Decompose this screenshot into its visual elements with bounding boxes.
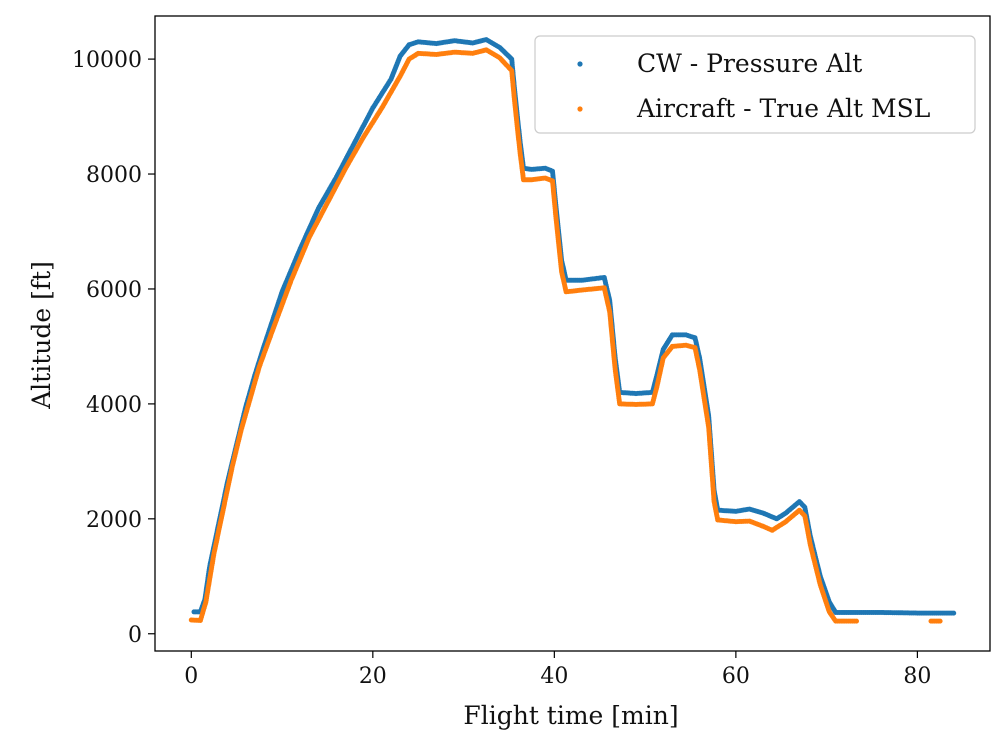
x-tick-label: 20 [359, 664, 387, 689]
legend-marker-cw [577, 61, 583, 67]
data-point [854, 618, 859, 624]
y-tick-label: 0 [128, 623, 142, 648]
y-tick-label: 10000 [72, 48, 142, 73]
y-tick-label: 2000 [86, 508, 142, 533]
data-point [937, 618, 943, 624]
x-axis-label: Flight time [min] [463, 701, 678, 730]
data-point [951, 610, 957, 616]
series-aircraft-true-alt-msl [188, 47, 943, 624]
y-tick-label: 4000 [86, 393, 142, 418]
legend: CW - Pressure Alt Aircraft - True Alt MS… [534, 35, 976, 134]
y-tick-label: 8000 [86, 163, 142, 188]
x-tick-label: 60 [722, 664, 750, 689]
legend-label-cw: CW - Pressure Alt [637, 49, 862, 78]
legend-box [534, 35, 976, 134]
y-axis-label: Altitude [ft] [27, 261, 56, 410]
legend-marker-aircraft [577, 106, 583, 112]
y-tick-label: 6000 [86, 278, 142, 303]
plot-frame [154, 15, 991, 652]
x-tick-label: 0 [184, 664, 198, 689]
legend-label-aircraft: Aircraft - True Alt MSL [636, 94, 930, 123]
x-tick-label: 40 [540, 664, 568, 689]
x-tick-label: 80 [903, 664, 931, 689]
